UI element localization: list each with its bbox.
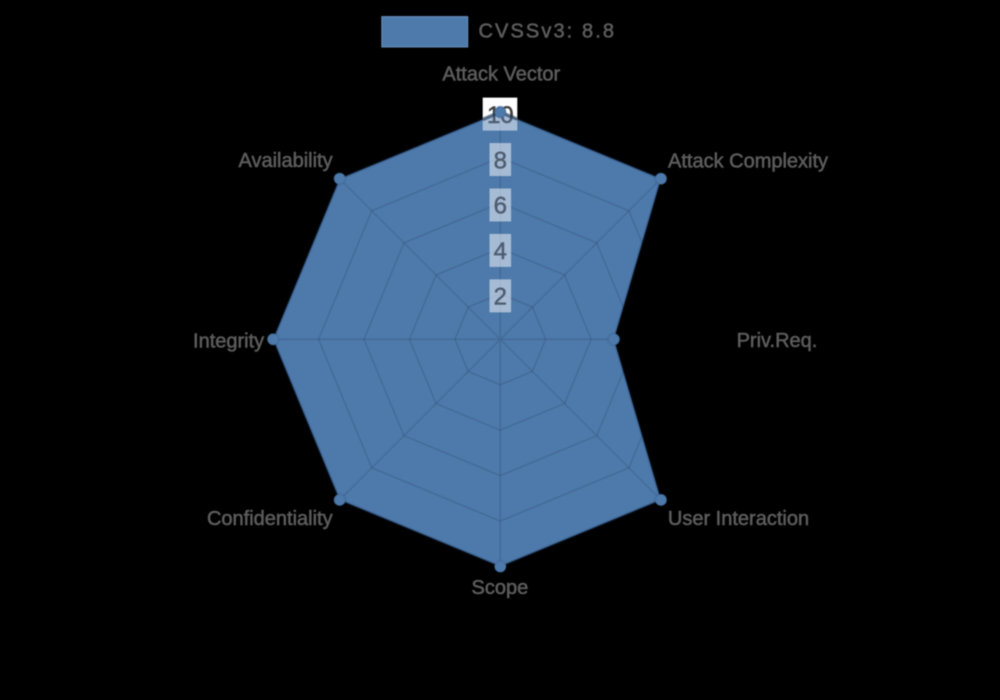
svg-text:Attack Vector: Attack Vector [442,64,560,86]
svg-text:Attack Complexity: Attack Complexity [668,150,828,172]
svg-text:8: 8 [494,147,507,174]
svg-text:6: 6 [494,193,507,220]
svg-text:Priv.Req.: Priv.Req. [737,330,818,352]
svg-text:Scope: Scope [472,577,529,599]
svg-text:Availability: Availability [238,150,332,172]
svg-text:2: 2 [494,284,507,311]
svg-text:Integrity: Integrity [193,331,264,353]
svg-text:Confidentiality: Confidentiality [207,508,333,530]
svg-text:CVSSv3: 8.8: CVSSv3: 8.8 [479,21,617,43]
svg-text:User Interaction: User Interaction [668,508,809,530]
svg-text:4: 4 [494,238,507,265]
